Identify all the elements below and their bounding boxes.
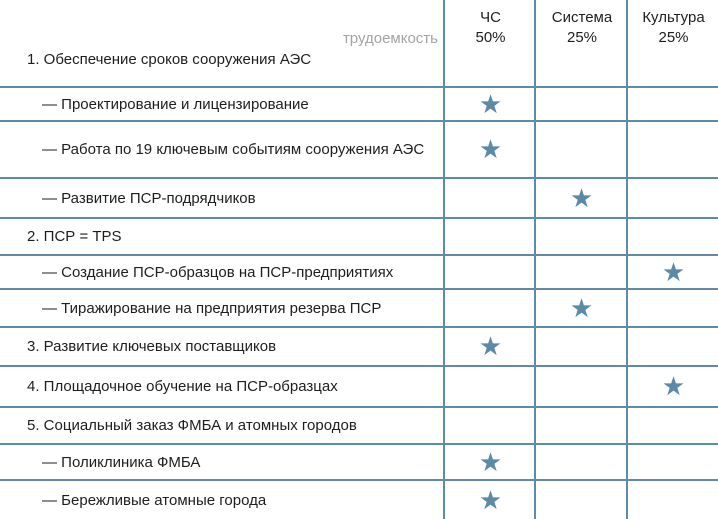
- column-divider: [626, 0, 628, 519]
- row-label: — Бережливые атомные города: [42, 491, 267, 509]
- column-divider: [534, 0, 536, 519]
- table-row: — Поликлиника ФМБА ★: [0, 445, 718, 481]
- table-row: — Развитие ПСР-подрядчиков ★: [0, 179, 718, 219]
- column-share: 25%: [566, 28, 598, 46]
- star-icon: ★: [661, 371, 686, 401]
- table-row: — Тиражирование на предприятия резерва П…: [0, 290, 718, 328]
- column-name: ЧС: [480, 8, 501, 26]
- table-row: — Работа по 19 ключевым событиям сооруже…: [0, 122, 718, 179]
- row-label: 1. Обеспечение сроков сооружения АЭС: [27, 51, 312, 68]
- row-label: 4. Площадочное обучение на ПСР-образцах: [27, 378, 338, 395]
- star-icon: ★: [478, 331, 503, 361]
- column-name: Культура: [642, 8, 705, 26]
- table-row: 2. ПСР = TPS: [0, 219, 718, 256]
- header-label: трудоемкость: [342, 30, 438, 47]
- column-header-chs: ЧС 50%: [446, 0, 535, 55]
- column-header-kultura: Культура 25%: [629, 0, 718, 55]
- row-label: — Поликлиника ФМБА: [42, 453, 201, 471]
- table-row: — Проектирование и лицензирование ★: [0, 88, 718, 122]
- column-name: Система: [551, 8, 613, 26]
- column-share: 50%: [475, 28, 506, 46]
- star-icon: ★: [661, 256, 686, 287]
- row-label: — Проектирование и лицензирование: [42, 95, 309, 113]
- row-label: — Работа по 19 ключевым событиям сооруже…: [42, 141, 425, 158]
- star-icon: ★: [569, 182, 594, 213]
- star-icon: ★: [478, 134, 503, 164]
- column-header-sistema: Система 25%: [537, 0, 627, 55]
- table-row: — Бережливые атомные города ★: [0, 481, 718, 519]
- table-row: — Создание ПСР-образцов на ПСР-предприят…: [0, 256, 718, 290]
- row-label: 3. Развитие ключевых поставщиков: [27, 338, 277, 355]
- column-divider: [443, 0, 445, 519]
- row-label: — Тиражирование на предприятия резерва П…: [42, 299, 382, 317]
- star-icon: ★: [569, 292, 594, 323]
- row-label: 2. ПСР = TPS: [27, 228, 122, 245]
- row-label: — Развитие ПСР-подрядчиков: [42, 189, 256, 207]
- table-row: 4. Площадочное обучение на ПСР-образцах ★: [0, 367, 718, 408]
- star-icon: ★: [478, 88, 503, 119]
- table-row: 5. Социальный заказ ФМБА и атомных город…: [0, 408, 718, 445]
- table-row: 3. Развитие ключевых поставщиков ★: [0, 328, 718, 367]
- column-share: 25%: [658, 28, 689, 46]
- row-label: 5. Социальный заказ ФМБА и атомных город…: [27, 417, 357, 434]
- table-row: 1. Обеспечение сроков сооружения АЭС: [0, 51, 718, 88]
- star-icon: ★: [478, 446, 503, 477]
- row-label: — Создание ПСР-образцов на ПСР-предприят…: [42, 263, 394, 281]
- star-icon: ★: [478, 484, 503, 515]
